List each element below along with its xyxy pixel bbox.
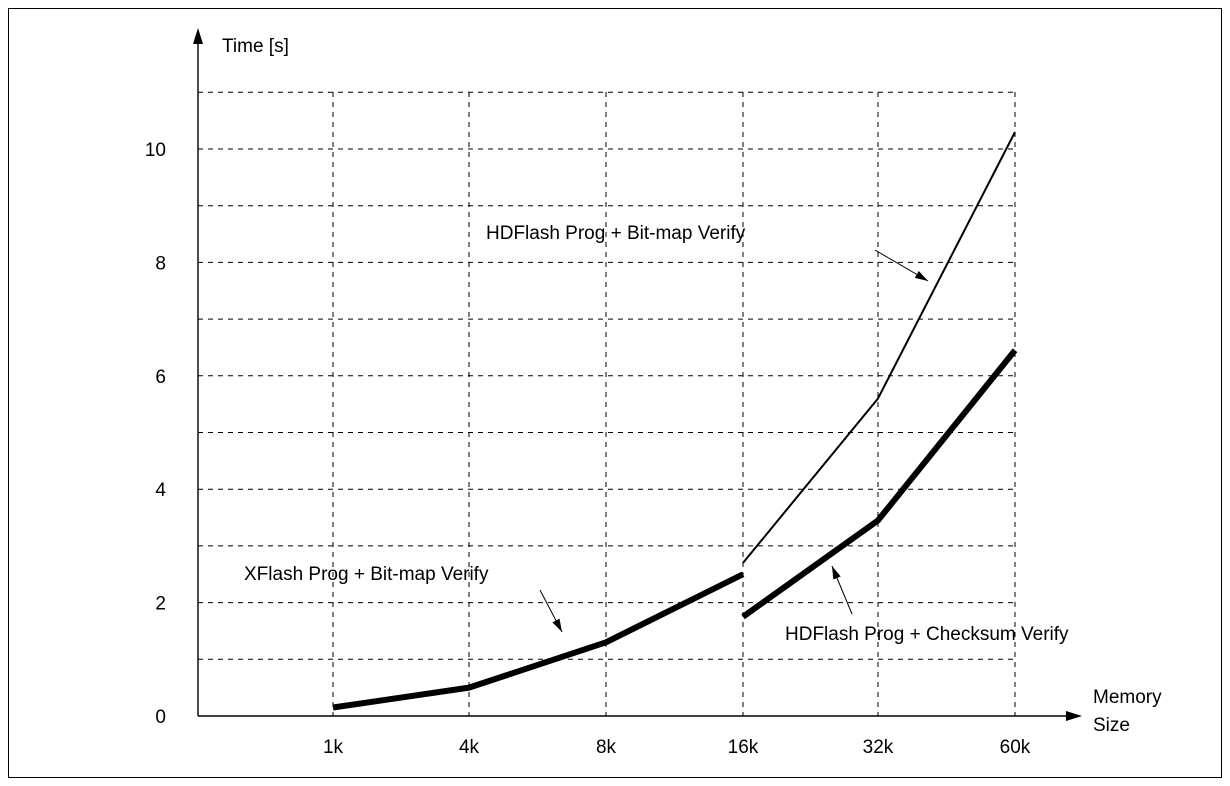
grid bbox=[198, 92, 1015, 716]
series-label-1: XFlash Prog + Bit-map Verify bbox=[244, 564, 489, 585]
series-label-3: HDFlash Prog + Checksum Verify bbox=[785, 624, 1069, 645]
x-tick-label-8k: 8k bbox=[596, 737, 617, 758]
axes bbox=[193, 28, 1082, 721]
leader-arrow-3 bbox=[832, 566, 841, 580]
y-tick-label-8: 8 bbox=[155, 253, 166, 274]
x-tick-label-16k: 16k bbox=[728, 737, 759, 758]
y-tick-label-2: 2 bbox=[155, 594, 166, 615]
y-axis-arrow bbox=[193, 28, 203, 44]
y-tick-label-10: 10 bbox=[145, 140, 166, 161]
y-tick-label-0: 0 bbox=[155, 707, 166, 728]
x-tick-label-32k: 32k bbox=[863, 737, 894, 758]
x-axis-title-line2: Size bbox=[1093, 715, 1130, 736]
series-line-1 bbox=[333, 574, 743, 707]
x-tick-label-4k: 4k bbox=[459, 737, 480, 758]
chart-frame bbox=[9, 9, 1222, 778]
x-axis-title-line1: Memory bbox=[1093, 687, 1162, 708]
series-line-2 bbox=[743, 132, 1015, 563]
series-label-2: HDFlash Prog + Bit-map Verify bbox=[486, 223, 746, 244]
x-axis-arrow bbox=[1066, 711, 1082, 721]
x-tick-label-60k: 60k bbox=[1000, 737, 1031, 758]
leader-arrow-2 bbox=[915, 271, 928, 281]
y-axis-title: Time [s] bbox=[222, 36, 289, 57]
y-tick-label-4: 4 bbox=[155, 480, 166, 501]
series bbox=[333, 132, 1015, 708]
leader-arrow-1 bbox=[552, 619, 562, 632]
y-tick-label-6: 6 bbox=[155, 367, 166, 388]
series-line-3 bbox=[743, 350, 1015, 616]
x-tick-label-1k: 1k bbox=[323, 737, 344, 758]
